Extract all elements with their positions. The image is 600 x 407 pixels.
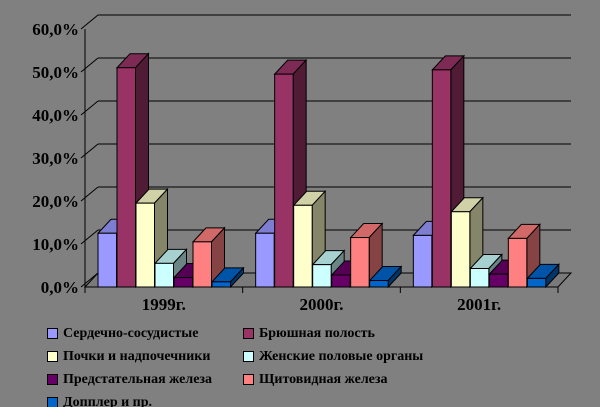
bar [412, 234, 433, 288]
y-axis-label: 40,0% [32, 106, 79, 125]
bar [350, 237, 370, 288]
bar [431, 69, 452, 288]
legend-label: Почки и надпочечники [63, 348, 211, 364]
y-axis-label: 60,0% [32, 20, 79, 39]
bar [116, 67, 136, 288]
legend-item: Щитовидная железа [243, 372, 423, 388]
bar [154, 262, 174, 288]
legend-swatch [47, 351, 58, 362]
legend-label: Предстательная железа [63, 371, 213, 387]
bar [369, 280, 389, 288]
bar [135, 202, 155, 288]
bar [312, 264, 332, 288]
bar [211, 281, 231, 288]
legend-item: Предстательная железа [47, 372, 243, 388]
bar [507, 237, 528, 288]
y-tick [80, 143, 99, 159]
bar [173, 277, 193, 288]
bar [469, 268, 490, 288]
legend-swatch [243, 374, 254, 385]
legend-label: Щитовидная железа [259, 371, 388, 387]
x-axis-label: 2001г. [457, 295, 501, 314]
y-tick [80, 100, 99, 116]
legend-swatch [47, 397, 58, 407]
y-tick [80, 57, 99, 73]
bar [255, 232, 275, 288]
legend-item: Женские половые органы [243, 349, 423, 365]
legend-label: Брюшная полость [259, 325, 375, 341]
bar [450, 211, 471, 288]
legend-label: Женские половые органы [259, 348, 424, 364]
y-tick [80, 229, 99, 245]
bar [293, 204, 313, 288]
bar [331, 274, 351, 288]
x-axis-label: 1999г. [142, 295, 186, 314]
legend-item: Почки и надпочечники [47, 349, 243, 365]
bar [192, 241, 212, 288]
legend: Сердечно-сосудистые Брюшная полость Почк… [47, 322, 423, 407]
legend-item: Брюшная полость [243, 326, 423, 342]
y-tick [80, 186, 99, 202]
bar [526, 277, 547, 288]
legend-swatch [243, 328, 254, 339]
legend-swatch [47, 328, 58, 339]
x-axis-label: 2000г. [299, 295, 343, 314]
y-axis-label: 0,0% [41, 278, 79, 297]
y-tick [80, 14, 99, 30]
y-axis-label: 20,0% [32, 192, 79, 211]
legend-item: Допплер и пр. [47, 395, 243, 407]
legend-label: Допплер и пр. [63, 394, 153, 407]
bar [488, 273, 509, 288]
legend-label: Сердечно-сосудистые [63, 325, 199, 341]
bar [274, 73, 294, 288]
y-axis-label: 30,0% [32, 149, 79, 168]
legend-swatch [243, 351, 254, 362]
y-axis-label: 10,0% [32, 235, 79, 254]
legend-swatch [47, 374, 58, 385]
bar [97, 232, 117, 288]
y-axis-label: 50,0% [32, 63, 79, 82]
legend-item: Сердечно-сосудистые [47, 326, 243, 342]
